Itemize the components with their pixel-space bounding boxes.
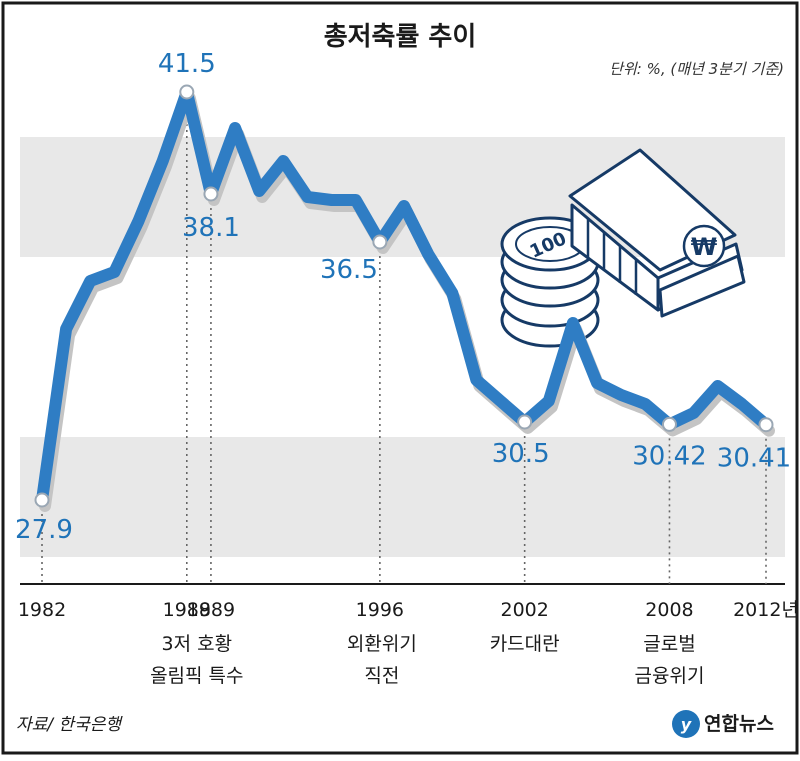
tick-2012: 2012년 [733, 599, 799, 621]
point-1982 [34, 492, 50, 508]
point-1996 [372, 234, 388, 250]
point-2012 [758, 417, 774, 433]
point-1989 [203, 186, 219, 202]
value-label-2002: 30.5 [492, 439, 550, 469]
note-2002-1: 카드대란 [490, 633, 560, 655]
value-label-1982: 27.9 [15, 515, 73, 545]
band-2 [20, 437, 785, 557]
tick-2002: 2002 [500, 599, 548, 621]
yonhap-logo: y 연합뉴스 [672, 710, 774, 738]
value-label-2012: 30.41 [717, 444, 791, 474]
point-2002 [517, 414, 533, 430]
background-bands [20, 137, 785, 557]
tick-1989: 1989 [187, 599, 235, 621]
logo-text: 연합뉴스 [704, 713, 774, 735]
won-symbol: ₩ [691, 233, 718, 261]
data-labels: 27.9 41.5 38.1 36.5 30.5 30.42 30.41 [15, 49, 791, 545]
logo-mark-letter: y [681, 715, 692, 734]
bank-building-icon: ₩ [568, 148, 746, 318]
logo-mark-icon [672, 710, 700, 738]
tick-1988: 1988 [163, 599, 211, 621]
point-1988 [179, 84, 195, 100]
value-label-1988: 41.5 [158, 49, 216, 79]
value-label-2008: 30.42 [632, 441, 706, 471]
note-2008-1: 글로벌 [643, 633, 695, 655]
note-1988-1: 3저 호황 [162, 633, 233, 655]
note-1996-1: 외환위기 [347, 633, 417, 655]
value-label-1996: 36.5 [320, 255, 378, 285]
source-note: 자료/ 한국은행 [16, 715, 123, 735]
value-label-1989: 38.1 [182, 213, 240, 243]
guide-lines [41, 100, 767, 584]
chart-title: 총저축률 추이 [324, 22, 477, 52]
tick-2008: 2008 [645, 599, 693, 621]
tick-1982: 1982 [18, 599, 66, 621]
data-series [34, 84, 775, 512]
note-2008-2: 금융위기 [635, 665, 705, 687]
tick-1996: 1996 [356, 599, 404, 621]
unit-note: 단위: %, (매년 3분기 기준) [609, 60, 784, 78]
note-1988-2: 올림픽 특수 [150, 665, 243, 687]
note-1996-2: 직전 [364, 665, 399, 687]
point-2008 [661, 416, 677, 432]
series-line [36, 86, 772, 506]
